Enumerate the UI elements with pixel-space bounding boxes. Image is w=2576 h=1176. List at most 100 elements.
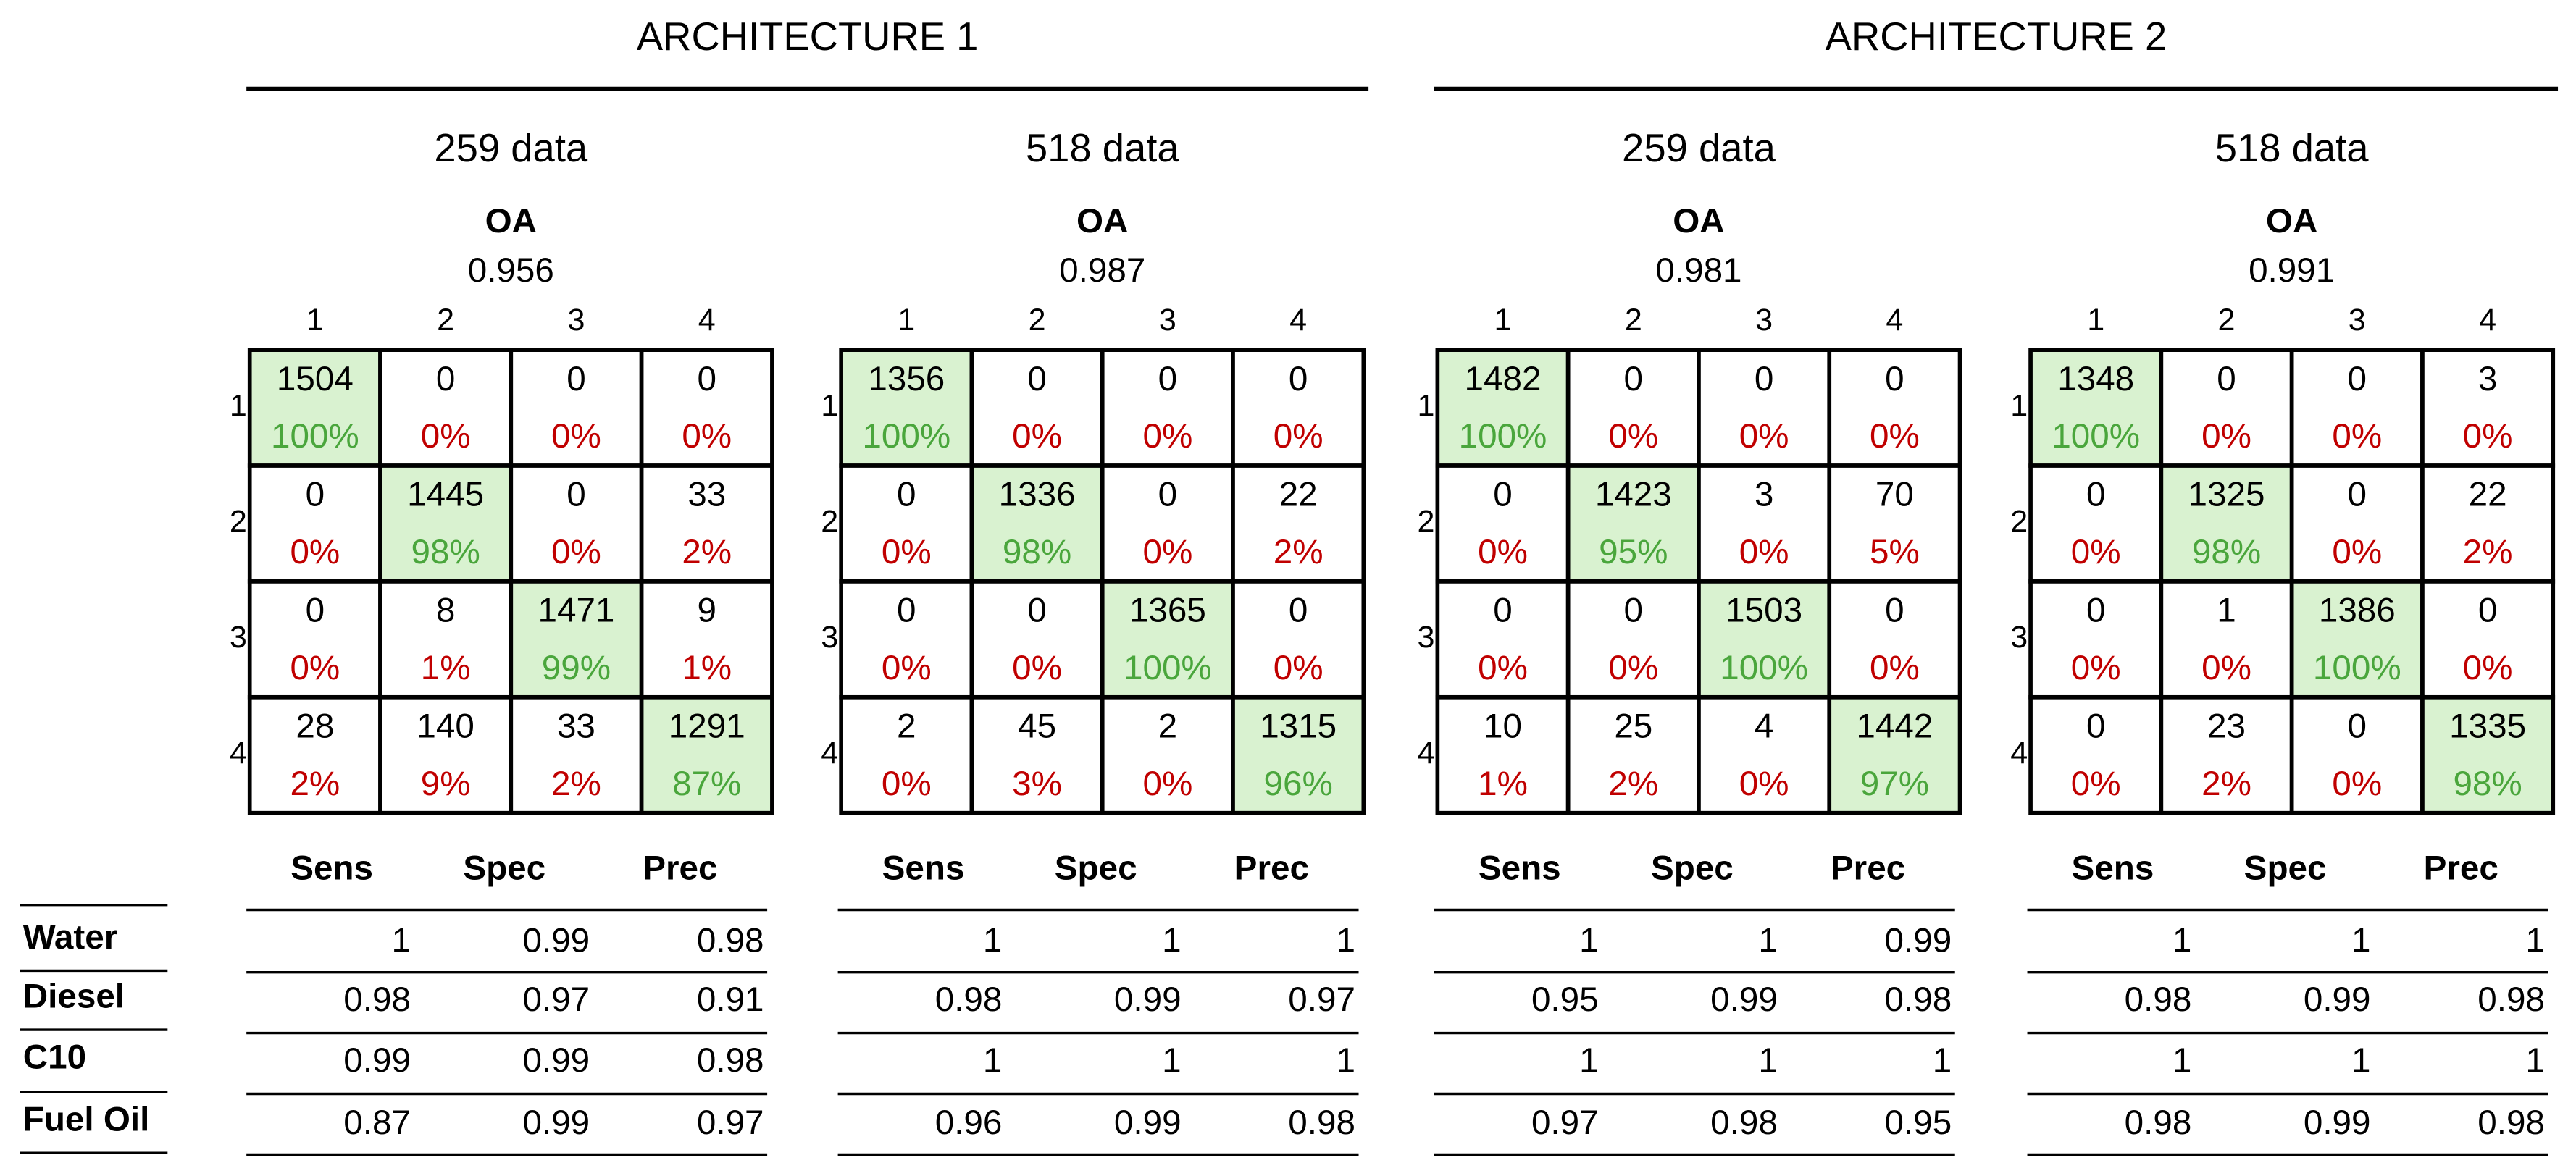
oa-value: 0.987 xyxy=(1059,251,1145,290)
metric-value: 1 xyxy=(1579,921,1598,959)
cell-count: 1348 xyxy=(2057,360,2134,398)
cell-percent: 97% xyxy=(1860,765,1929,803)
cell-count: 0 xyxy=(2217,360,2236,398)
metric-value: 1 xyxy=(1758,921,1777,959)
cell-count: 1335 xyxy=(2449,707,2526,745)
cell-count: 1336 xyxy=(999,476,1076,514)
col-label: 3 xyxy=(1755,303,1773,337)
matrix-cell xyxy=(1827,694,1962,815)
row-label: 3 xyxy=(1418,620,1435,655)
cell-percent: 0% xyxy=(1739,417,1789,455)
metric-value: 0.96 xyxy=(935,1104,1003,1142)
cell-count: 3 xyxy=(1755,476,1773,514)
cell-percent: 2% xyxy=(682,533,732,571)
cell-count: 0 xyxy=(1158,360,1177,398)
matrix-cell xyxy=(2289,694,2425,815)
cell-count: 1482 xyxy=(1465,360,1542,398)
cell-percent: 0% xyxy=(551,533,601,571)
metric-value: 0.98 xyxy=(1288,1104,1355,1142)
metric-value: 0.99 xyxy=(1885,921,1952,959)
cell-percent: 2% xyxy=(551,765,601,803)
oa-value: 0.991 xyxy=(2249,251,2335,290)
cell-count: 9 xyxy=(698,592,716,630)
col-label: 2 xyxy=(1029,303,1046,337)
metric-value: 0.98 xyxy=(2125,1104,2192,1142)
oa-label: OA xyxy=(485,202,537,240)
matrix-cell xyxy=(1435,694,1571,815)
panel-title: 259 data xyxy=(434,126,588,170)
cell-count: 0 xyxy=(2086,592,2105,630)
cell-percent: 100% xyxy=(2313,649,2401,687)
architecture-title: ARCHITECTURE 1 xyxy=(637,14,979,59)
matrix-cell xyxy=(839,694,974,815)
matrix-cell xyxy=(969,694,1105,815)
cell-percent: 1% xyxy=(1478,765,1528,803)
row-label: 4 xyxy=(821,736,838,770)
cell-percent: 0% xyxy=(1478,533,1528,571)
cell-count: 1445 xyxy=(407,476,484,514)
cell-percent: 100% xyxy=(862,417,950,455)
metric-value: 1 xyxy=(983,1041,1002,1080)
cell-count: 0 xyxy=(2348,360,2367,398)
matrix-cell xyxy=(2159,348,2294,468)
cell-percent: 9% xyxy=(421,765,471,803)
metric-value: 0.99 xyxy=(2304,980,2371,1019)
cell-percent: 0% xyxy=(2201,649,2251,687)
col-label: 1 xyxy=(2087,303,2104,337)
metric-value: 0.98 xyxy=(935,980,1003,1019)
matrix-cell xyxy=(969,463,1105,584)
cell-count: 45 xyxy=(1018,707,1056,745)
matrix-cell xyxy=(1827,579,1962,700)
cell-count: 1 xyxy=(2217,592,2236,630)
cell-count: 0 xyxy=(306,592,325,630)
cell-percent: 0% xyxy=(551,417,601,455)
cell-count: 10 xyxy=(1484,707,1522,745)
matrix-cell xyxy=(1231,694,1366,815)
cell-count: 1291 xyxy=(669,707,745,745)
architecture-title: ARCHITECTURE 2 xyxy=(1826,14,2167,59)
cell-count: 1423 xyxy=(1595,476,1672,514)
cell-count: 2 xyxy=(897,707,916,745)
matrix-cell xyxy=(247,463,382,584)
metric-value: 0.91 xyxy=(697,980,764,1019)
metrics-header: Prec xyxy=(2424,849,2498,888)
cell-count: 1442 xyxy=(1856,707,1933,745)
cell-percent: 2% xyxy=(2201,765,2251,803)
metric-value: 0.99 xyxy=(522,1104,590,1142)
cell-count: 0 xyxy=(1493,592,1512,630)
cell-percent: 0% xyxy=(1870,417,1920,455)
cell-percent: 1% xyxy=(682,649,732,687)
col-label: 4 xyxy=(2479,303,2496,337)
row-label: 2 xyxy=(821,504,838,539)
cell-count: 8 xyxy=(436,592,455,630)
cell-count: 25 xyxy=(1614,707,1652,745)
cell-count: 28 xyxy=(296,707,334,745)
metric-value: 1 xyxy=(1933,1041,1952,1080)
metric-value: 0.95 xyxy=(1885,1104,1952,1142)
matrix-cell xyxy=(1435,579,1571,700)
matrix-cell xyxy=(2028,579,2164,700)
cell-percent: 98% xyxy=(1003,533,1071,571)
metric-value: 0.99 xyxy=(1710,980,1778,1019)
metric-value: 0.98 xyxy=(2477,980,2545,1019)
metrics-header: Sens xyxy=(1479,849,1561,888)
col-label: 2 xyxy=(1625,303,1642,337)
cell-percent: 100% xyxy=(1720,649,1808,687)
metric-value: 0.97 xyxy=(1288,980,1355,1019)
cell-percent: 0% xyxy=(1142,765,1192,803)
cell-percent: 2% xyxy=(290,765,340,803)
metric-value: 1 xyxy=(2525,1041,2544,1080)
metrics-header: Sens xyxy=(2072,849,2154,888)
metric-value: 0.97 xyxy=(1531,1104,1599,1142)
cell-percent: 0% xyxy=(290,649,340,687)
metric-value: 1 xyxy=(2525,921,2544,959)
cell-count: 0 xyxy=(2348,707,2367,745)
matrix-cell xyxy=(378,579,514,700)
metric-value: 0.99 xyxy=(2304,1104,2371,1142)
cell-percent: 2% xyxy=(2463,533,2513,571)
cell-percent: 100% xyxy=(1459,417,1547,455)
cell-count: 0 xyxy=(1885,360,1904,398)
cell-count: 0 xyxy=(436,360,455,398)
matrix-cell xyxy=(1697,694,1832,815)
